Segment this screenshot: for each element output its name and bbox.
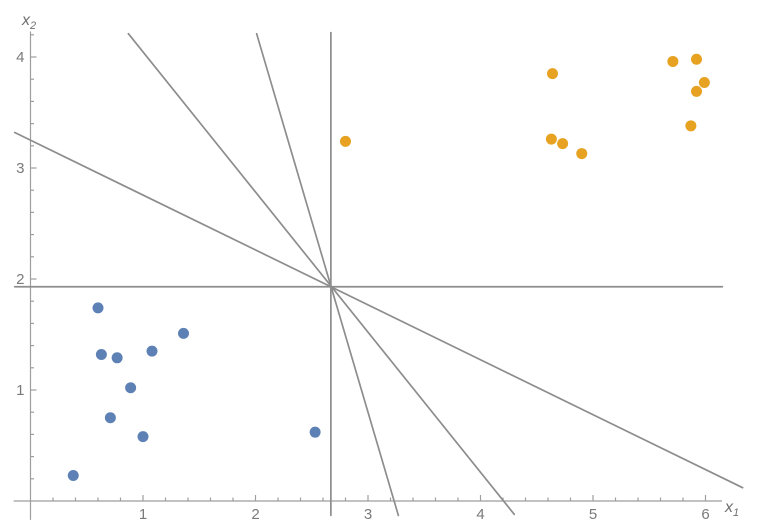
cluster-orange-point [576, 148, 588, 160]
y-tick-label: 2 [16, 271, 24, 288]
cluster-blue-point [111, 352, 123, 364]
x-tick-label: 3 [364, 506, 372, 523]
cluster-blue-group [67, 302, 321, 481]
cluster-orange-point [547, 68, 558, 80]
x-axis-label-base: x [725, 499, 733, 516]
x-axis-label: x1 [725, 499, 740, 520]
x-tick-label: 4 [476, 506, 484, 523]
x-tick-label: 5 [589, 506, 597, 523]
cluster-orange-point [685, 120, 697, 132]
cluster-orange-point [557, 138, 569, 150]
y-axis-label: x2 [22, 12, 37, 33]
x-axis-label-sub: 1 [733, 507, 740, 520]
cluster-blue-point [178, 327, 189, 339]
cluster-orange-point [691, 53, 702, 65]
cluster-orange-point [691, 85, 702, 97]
separator-lines-group [13, 31, 744, 517]
axes-group: 1 2 3 4 5 6 1 2 3 4 [13, 31, 722, 523]
cluster-orange-point [667, 55, 679, 67]
cluster-blue-point [67, 469, 79, 481]
cluster-blue-point [137, 431, 149, 443]
line-slope-0.5 [13, 131, 744, 489]
cluster-orange-point [545, 133, 557, 145]
line-slope-3.47 [255, 32, 400, 517]
cluster-blue-point [146, 345, 158, 357]
cluster-blue-point [125, 382, 137, 394]
y-axis-label-base: x [22, 12, 30, 29]
cluster-orange-point [340, 135, 351, 147]
cluster-blue-point [309, 426, 321, 438]
cluster-orange-group [340, 53, 710, 160]
y-tick-label: 4 [16, 49, 24, 66]
y-tick-label: 1 [16, 382, 24, 399]
y-tick-label: 3 [16, 160, 24, 177]
x-tick-label: 1 [139, 506, 147, 523]
x-tick-label: 6 [701, 506, 709, 523]
cluster-orange-point [698, 77, 710, 89]
cluster-blue-point [95, 348, 107, 360]
cluster-blue-point [92, 302, 104, 314]
line-slope-1.26 [127, 32, 516, 516]
y-axis-label-sub: 2 [30, 20, 37, 33]
x-tick-label: 2 [251, 506, 259, 523]
cluster-blue-point [104, 412, 116, 424]
